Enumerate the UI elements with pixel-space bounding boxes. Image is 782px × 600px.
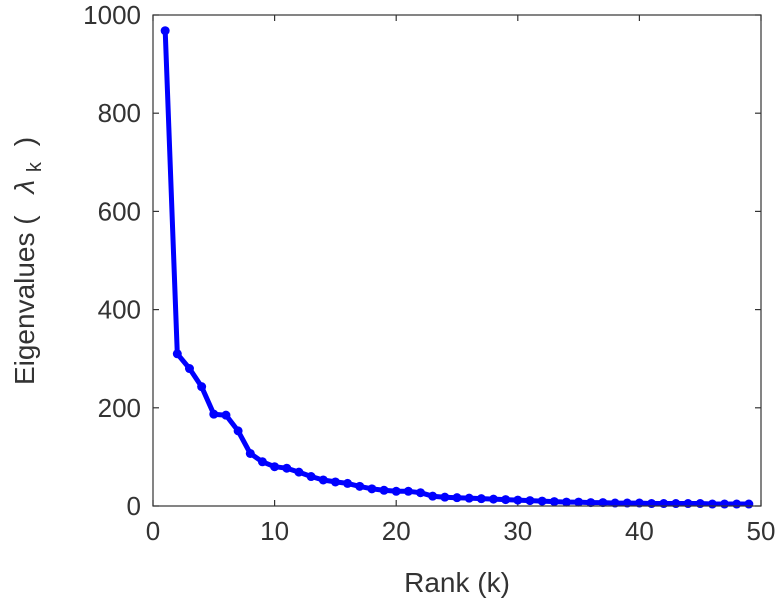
y-tick-label: 200 xyxy=(98,393,141,423)
y-tick-label: 0 xyxy=(127,491,141,521)
data-point xyxy=(403,486,413,496)
data-point xyxy=(683,499,693,509)
x-axis-label: Rank (k) xyxy=(404,567,510,598)
data-point xyxy=(367,484,377,494)
plot-background xyxy=(153,15,761,506)
y-axis-label-suffix: ) xyxy=(9,137,40,146)
data-point xyxy=(659,499,669,509)
plot-frame xyxy=(152,14,762,507)
data-point xyxy=(610,498,620,508)
data-point xyxy=(513,495,523,505)
data-point xyxy=(574,497,584,507)
data-point xyxy=(221,410,231,420)
data-point xyxy=(184,364,194,374)
data-point xyxy=(561,497,571,507)
data-point xyxy=(270,462,280,472)
x-tick-label: 20 xyxy=(382,516,411,546)
lambda-subscript: k xyxy=(24,161,46,172)
data-point xyxy=(598,498,608,508)
data-point xyxy=(330,477,340,487)
data-point xyxy=(464,493,474,503)
y-axis-label: Eigenvalues ( λ k ) xyxy=(9,137,47,385)
data-point xyxy=(233,426,243,436)
data-point xyxy=(549,497,559,507)
data-point xyxy=(294,467,304,477)
data-point xyxy=(282,463,292,473)
x-tick-label: 40 xyxy=(625,516,654,546)
y-tick-label: 1000 xyxy=(83,0,141,30)
data-point xyxy=(707,499,717,509)
y-tick-label: 600 xyxy=(98,196,141,226)
data-point xyxy=(732,499,742,509)
data-point xyxy=(720,499,730,509)
data-point xyxy=(647,499,657,509)
data-point xyxy=(440,492,450,502)
data-point xyxy=(695,499,705,509)
data-point xyxy=(318,475,328,485)
data-point xyxy=(452,493,462,503)
data-point xyxy=(537,496,547,506)
data-point xyxy=(476,494,486,504)
tick-labels: 0 10 20 30 40 50 0 200 400 600 800 1000 xyxy=(83,0,775,546)
data-point xyxy=(172,349,182,359)
data-point xyxy=(428,491,438,501)
data-point xyxy=(257,457,267,467)
data-point xyxy=(379,485,389,495)
y-axis-label-prefix: Eigenvalues ( xyxy=(9,215,40,385)
x-tick-label: 30 xyxy=(503,516,532,546)
data-point xyxy=(343,478,353,488)
data-point xyxy=(744,499,754,509)
y-tick-label: 800 xyxy=(98,98,141,128)
data-point xyxy=(671,499,681,509)
x-tick-label: 10 xyxy=(260,516,289,546)
data-point xyxy=(586,498,596,508)
data-point xyxy=(416,488,426,498)
data-point xyxy=(525,496,535,506)
data-point xyxy=(355,481,365,491)
data-point xyxy=(197,382,207,392)
data-point xyxy=(306,472,316,482)
data-point xyxy=(488,494,498,504)
data-point xyxy=(245,448,255,458)
y-tick-label: 400 xyxy=(98,295,141,325)
data-point xyxy=(622,498,632,508)
data-point xyxy=(634,498,644,508)
x-tick-label: 50 xyxy=(747,516,776,546)
lambda-symbol: λ xyxy=(9,180,40,196)
data-point xyxy=(209,409,219,419)
data-point xyxy=(501,495,511,505)
x-tick-label: 0 xyxy=(146,516,160,546)
data-point xyxy=(160,26,170,36)
data-point xyxy=(391,486,401,496)
